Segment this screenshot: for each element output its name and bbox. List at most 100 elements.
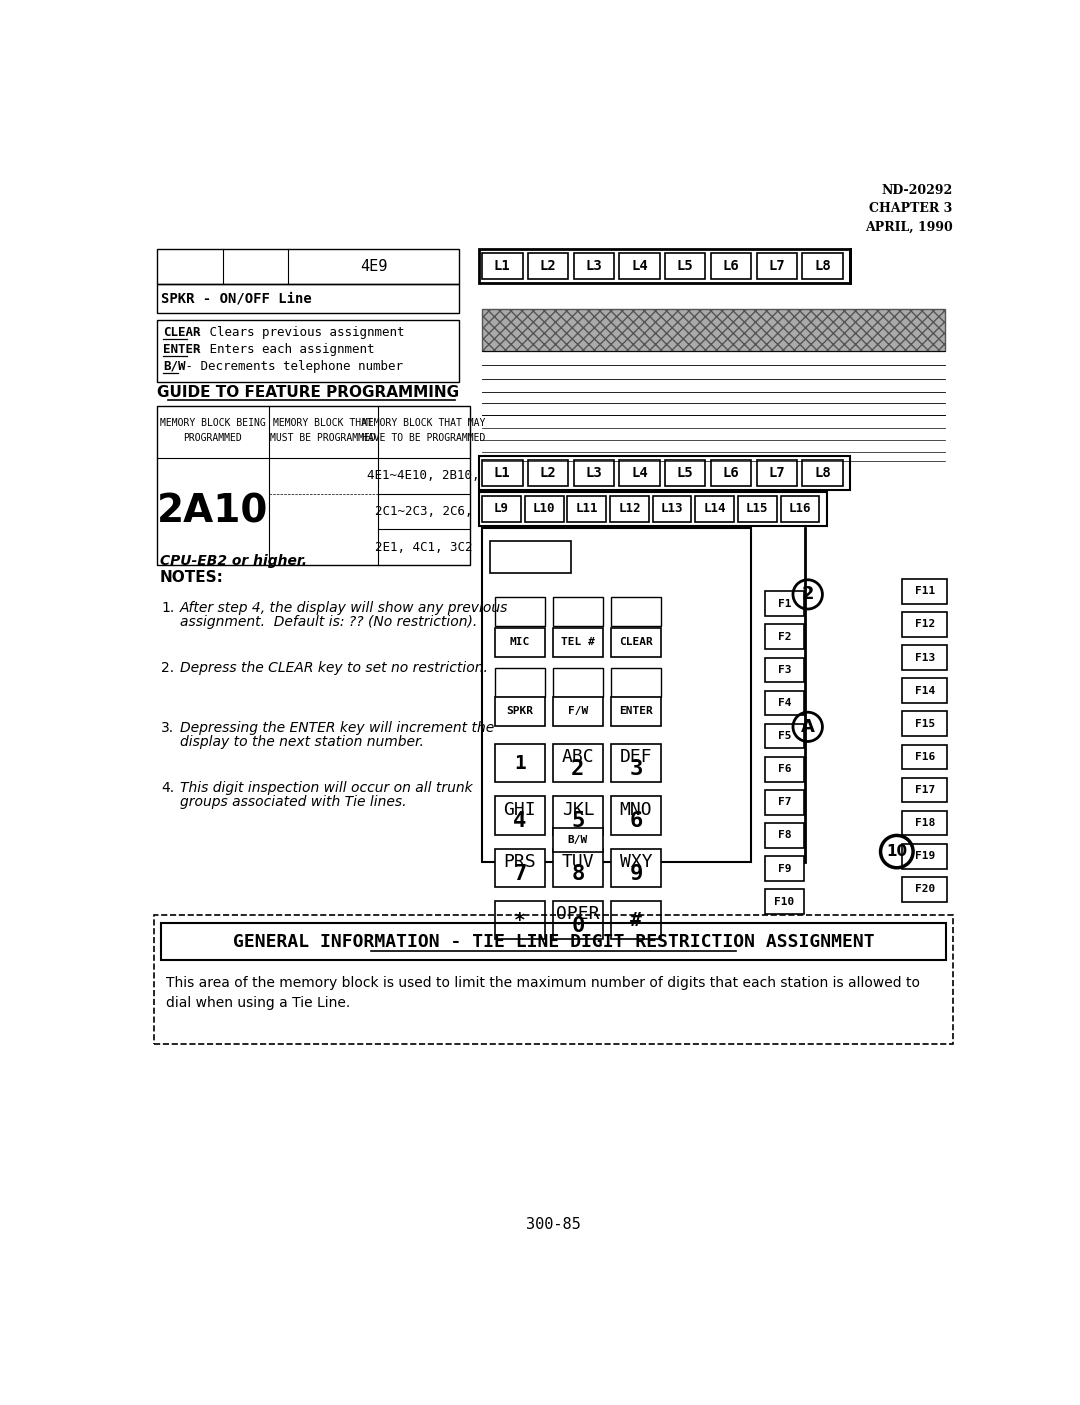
Bar bbox=[611, 628, 661, 656]
Text: F10: F10 bbox=[774, 896, 795, 906]
Bar bbox=[611, 901, 661, 940]
Bar bbox=[490, 541, 571, 573]
Bar bbox=[157, 406, 470, 565]
Text: F8: F8 bbox=[778, 830, 792, 840]
Text: 2: 2 bbox=[801, 586, 814, 603]
Text: 2: 2 bbox=[571, 759, 584, 778]
Text: - Enters each assignment: - Enters each assignment bbox=[187, 343, 375, 355]
Text: A: A bbox=[800, 718, 814, 736]
Text: B/W: B/W bbox=[568, 835, 588, 844]
Text: F20: F20 bbox=[915, 884, 935, 895]
Text: B/W: B/W bbox=[163, 360, 186, 372]
Bar bbox=[495, 849, 545, 887]
Text: L14: L14 bbox=[703, 503, 726, 516]
Text: MEMORY BLOCK BEING: MEMORY BLOCK BEING bbox=[160, 417, 266, 427]
Bar bbox=[902, 811, 947, 836]
Text: DEF: DEF bbox=[620, 749, 652, 766]
Bar bbox=[802, 459, 842, 486]
Text: L15: L15 bbox=[746, 503, 769, 516]
Bar bbox=[619, 459, 660, 486]
Bar bbox=[553, 901, 603, 940]
Bar bbox=[765, 592, 804, 615]
Text: L7: L7 bbox=[768, 260, 785, 274]
Bar bbox=[567, 496, 606, 523]
Text: L13: L13 bbox=[661, 503, 684, 516]
Bar bbox=[525, 496, 564, 523]
Text: F14: F14 bbox=[915, 686, 935, 695]
Bar bbox=[154, 916, 953, 1044]
Text: OPER: OPER bbox=[556, 905, 599, 923]
Text: 3.: 3. bbox=[161, 721, 175, 735]
Bar bbox=[757, 253, 797, 280]
Text: SPKR - ON/OFF Line: SPKR - ON/OFF Line bbox=[161, 292, 312, 306]
Text: ENTER: ENTER bbox=[619, 707, 653, 717]
Bar bbox=[553, 743, 603, 783]
Text: F1: F1 bbox=[778, 599, 792, 608]
Bar bbox=[161, 923, 946, 960]
Text: L16: L16 bbox=[788, 503, 811, 516]
Bar bbox=[619, 253, 660, 280]
Bar bbox=[611, 849, 661, 887]
Text: 9: 9 bbox=[630, 864, 643, 884]
Bar bbox=[495, 628, 545, 656]
Text: CHAPTER 3: CHAPTER 3 bbox=[869, 202, 953, 215]
Bar bbox=[765, 658, 804, 683]
Text: This digit inspection will occur on all trunk: This digit inspection will occur on all … bbox=[180, 781, 473, 795]
Bar bbox=[696, 496, 734, 523]
Text: PROGRAMMED: PROGRAMMED bbox=[184, 433, 242, 443]
Bar bbox=[553, 667, 603, 697]
Text: 6: 6 bbox=[630, 811, 643, 832]
Text: TUV: TUV bbox=[562, 853, 594, 871]
Bar bbox=[553, 628, 603, 656]
Text: F9: F9 bbox=[778, 864, 792, 874]
Text: Depress the CLEAR key to set no restriction.: Depress the CLEAR key to set no restrict… bbox=[180, 660, 488, 674]
Text: PRS: PRS bbox=[503, 853, 536, 871]
Bar bbox=[157, 320, 459, 382]
Text: L9: L9 bbox=[494, 503, 509, 516]
Bar bbox=[482, 528, 751, 861]
Bar bbox=[902, 711, 947, 736]
Bar bbox=[495, 901, 545, 940]
Bar bbox=[611, 743, 661, 783]
Bar bbox=[528, 459, 568, 486]
Bar bbox=[902, 745, 947, 769]
Bar bbox=[757, 459, 797, 486]
Text: L1: L1 bbox=[494, 465, 511, 479]
Bar bbox=[765, 724, 804, 749]
Bar bbox=[902, 778, 947, 802]
Bar bbox=[902, 679, 947, 702]
Bar bbox=[553, 597, 603, 627]
Text: 2.: 2. bbox=[161, 660, 175, 674]
Text: assignment.  Default is: ?? (No restriction).: assignment. Default is: ?? (No restricti… bbox=[180, 615, 477, 629]
Text: #: # bbox=[630, 910, 642, 930]
Text: *: * bbox=[514, 910, 526, 930]
Bar bbox=[611, 697, 661, 726]
Text: MIC: MIC bbox=[510, 636, 530, 648]
Text: 2E1, 4C1, 3C2: 2E1, 4C1, 3C2 bbox=[375, 541, 472, 554]
Text: ND-20292: ND-20292 bbox=[881, 184, 953, 197]
Text: CPU-EB2 or higher.: CPU-EB2 or higher. bbox=[160, 554, 307, 568]
Bar bbox=[765, 790, 804, 815]
Bar bbox=[611, 597, 661, 627]
Text: L2: L2 bbox=[540, 260, 556, 274]
Bar bbox=[495, 797, 545, 835]
Bar bbox=[765, 624, 804, 649]
Bar bbox=[157, 284, 459, 313]
Bar bbox=[902, 645, 947, 670]
Bar bbox=[781, 496, 820, 523]
Text: - Clears previous assignment: - Clears previous assignment bbox=[187, 326, 405, 339]
Text: MUST BE PROGRAMMED: MUST BE PROGRAMMED bbox=[270, 433, 376, 443]
Text: 7: 7 bbox=[513, 864, 526, 884]
Text: GHI: GHI bbox=[503, 801, 536, 819]
Text: F7: F7 bbox=[778, 797, 792, 808]
Text: MEMORY BLOCK THAT MAY: MEMORY BLOCK THAT MAY bbox=[362, 417, 485, 427]
Text: 8: 8 bbox=[571, 864, 584, 884]
Text: F18: F18 bbox=[915, 818, 935, 828]
Text: 2A10: 2A10 bbox=[158, 493, 269, 531]
Text: 4: 4 bbox=[513, 811, 526, 832]
Text: F15: F15 bbox=[915, 719, 935, 729]
Text: - Decrements telephone number: - Decrements telephone number bbox=[177, 360, 403, 372]
Text: After step 4, the display will show any previous: After step 4, the display will show any … bbox=[180, 600, 509, 614]
Text: L11: L11 bbox=[576, 503, 598, 516]
Text: 4E9: 4E9 bbox=[360, 260, 388, 274]
